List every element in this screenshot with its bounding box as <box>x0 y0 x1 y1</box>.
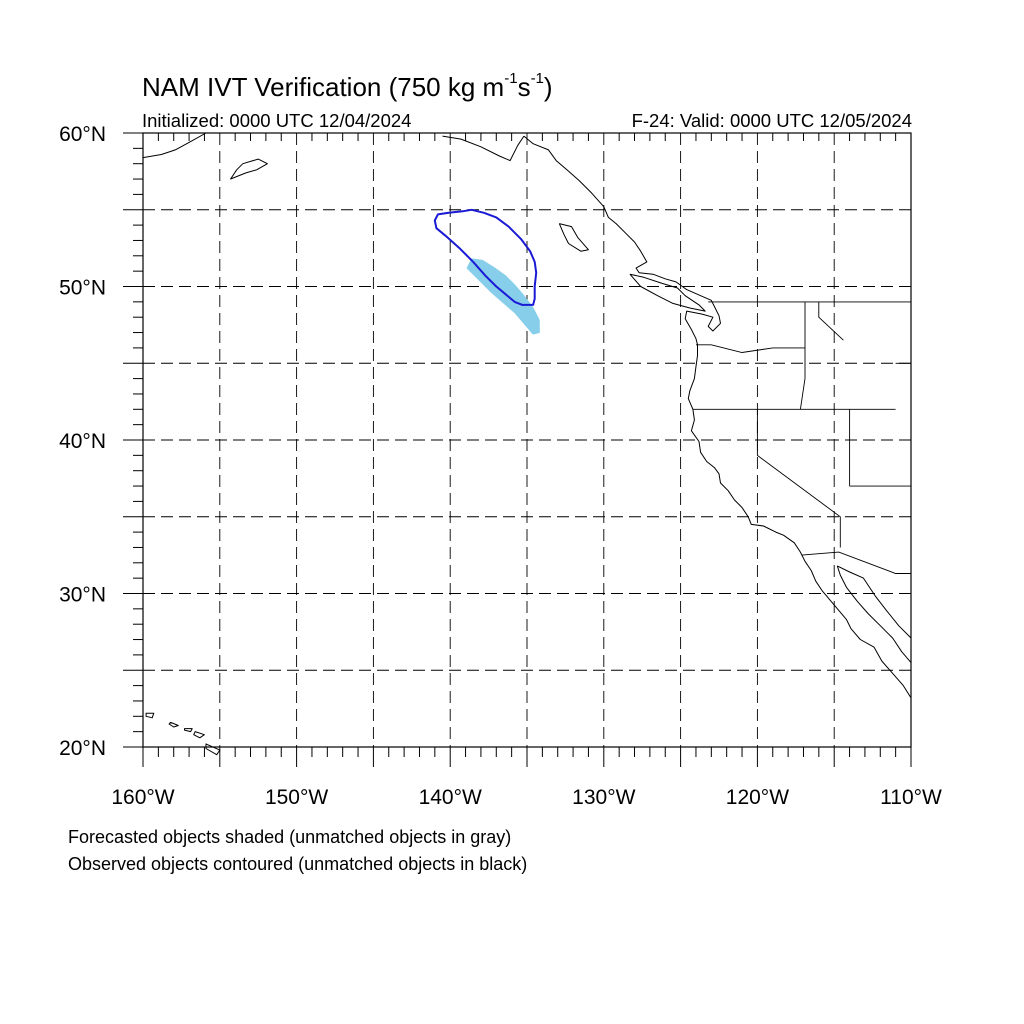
lon-label: 150°W <box>265 786 328 809</box>
hawaii-island <box>193 731 205 739</box>
lat-label: 50°N <box>59 277 106 300</box>
lat-label: 30°N <box>59 584 106 607</box>
forecast-note: Forecasted objects shaded (unmatched obj… <box>68 827 512 847</box>
observed-object-contour <box>433 208 538 306</box>
state-border <box>799 301 806 410</box>
lon-label: 110°W <box>880 786 942 809</box>
axis-ticks <box>123 132 912 767</box>
lat-label: 60°N <box>59 123 106 146</box>
hawaii-island <box>184 728 193 733</box>
lat-label: 40°N <box>59 430 106 453</box>
political-borders <box>692 301 911 574</box>
coast-alaska-west <box>142 132 207 159</box>
state-border <box>801 551 911 574</box>
lon-label: 120°W <box>726 786 789 809</box>
ivt-objects <box>433 208 540 335</box>
hawaii-island <box>145 712 155 719</box>
coast-vancouver-island <box>629 273 706 312</box>
state-border <box>756 409 841 548</box>
forecast-object <box>466 258 540 335</box>
lat-label: 20°N <box>59 737 106 760</box>
observed-note: Observed objects contoured (unmatched ob… <box>68 854 528 874</box>
graticule <box>143 133 911 747</box>
lon-label: 130°W <box>572 786 635 809</box>
coast-haida-gwaii <box>558 223 589 252</box>
chart-title: NAM IVT Verification (750 kg m-1s-1) <box>142 70 553 102</box>
coast-kodiak <box>230 158 268 180</box>
lon-label: 160°W <box>111 786 174 809</box>
coast-gulf-of-california <box>836 565 912 663</box>
lon-label: 140°W <box>419 786 482 809</box>
coast-north-america <box>523 135 912 699</box>
coast-alaska <box>442 135 525 162</box>
init-time-label: Initialized: 0000 UTC 12/04/2024 <box>142 110 412 131</box>
state-border <box>818 301 844 341</box>
state-border <box>696 344 805 353</box>
hawaii-island <box>168 721 179 728</box>
hawaii-island <box>205 743 221 756</box>
valid-time-label: F-24: Valid: 0000 UTC 12/05/2024 <box>631 110 912 131</box>
coast-mainland-mexico <box>837 565 912 639</box>
axis-labels: 160°W 150°W 140°W 130°W 120°W 110°W 20°N 30°N 40… <box>59 123 942 809</box>
